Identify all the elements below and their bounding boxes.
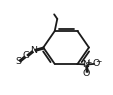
Text: N: N: [30, 46, 37, 55]
Text: O: O: [91, 59, 99, 68]
Text: C: C: [22, 51, 29, 60]
Text: −: −: [95, 57, 101, 66]
Text: +: +: [85, 58, 91, 67]
Text: S: S: [15, 57, 21, 66]
Text: O: O: [82, 69, 89, 78]
Text: N: N: [82, 60, 89, 69]
